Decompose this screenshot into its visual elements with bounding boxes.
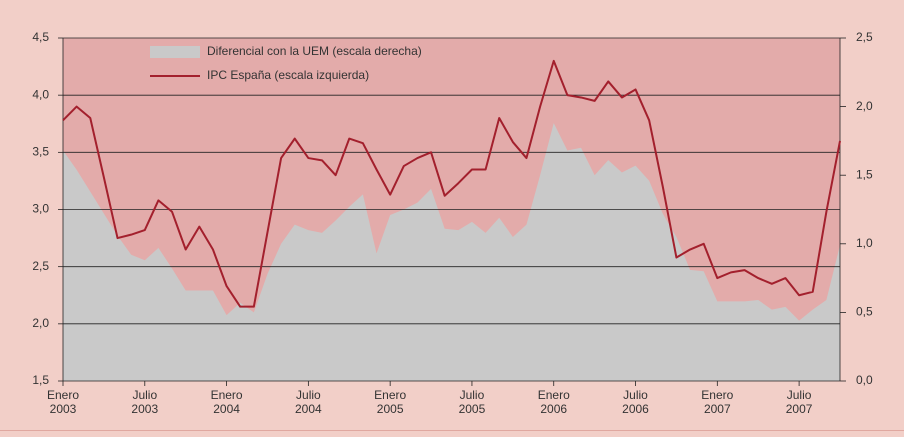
y-tick-label: 1,5 xyxy=(32,373,49,387)
y2-tick-label: 1,5 xyxy=(856,167,873,181)
y2-tick-label: 0,0 xyxy=(856,373,873,387)
y2-tick-label: 2,0 xyxy=(856,99,873,113)
x-tick-label: Enero 2005 xyxy=(374,388,407,416)
x-tick-label: Enero 2007 xyxy=(701,388,734,416)
legend-swatch xyxy=(150,46,200,58)
y2-tick-label: 2,5 xyxy=(856,30,873,44)
y-tick-label: 4,0 xyxy=(32,87,49,101)
x-tick-label: Julio 2005 xyxy=(458,388,486,416)
y-tick-label: 4,5 xyxy=(32,30,49,44)
x-tick-label: Enero 2004 xyxy=(210,388,243,416)
y2-tick-label: 1,0 xyxy=(856,236,873,250)
x-tick-label: Julio 2006 xyxy=(622,388,649,416)
legend-label: Diferencial con la UEM (escala derecha) xyxy=(207,44,422,58)
area xyxy=(63,123,840,382)
x-tick-label: Enero 2006 xyxy=(537,388,570,416)
x-tick-label: Julio 2004 xyxy=(295,388,322,416)
bottom-rule xyxy=(0,430,904,431)
y-tick-label: 3,0 xyxy=(32,202,49,216)
y2-tick-label: 0,5 xyxy=(856,305,873,319)
y-tick-label: 3,5 xyxy=(32,145,49,159)
x-tick-label: Julio 2003 xyxy=(131,388,159,416)
x-tick-label: Enero 2003 xyxy=(46,388,80,416)
legend-label: IPC España (escala izquierda) xyxy=(207,68,369,82)
x-tick-label: Julio 2007 xyxy=(785,388,813,416)
y-tick-label: 2,0 xyxy=(32,316,49,330)
line xyxy=(62,59,841,308)
y-tick-label: 2,5 xyxy=(32,259,49,273)
